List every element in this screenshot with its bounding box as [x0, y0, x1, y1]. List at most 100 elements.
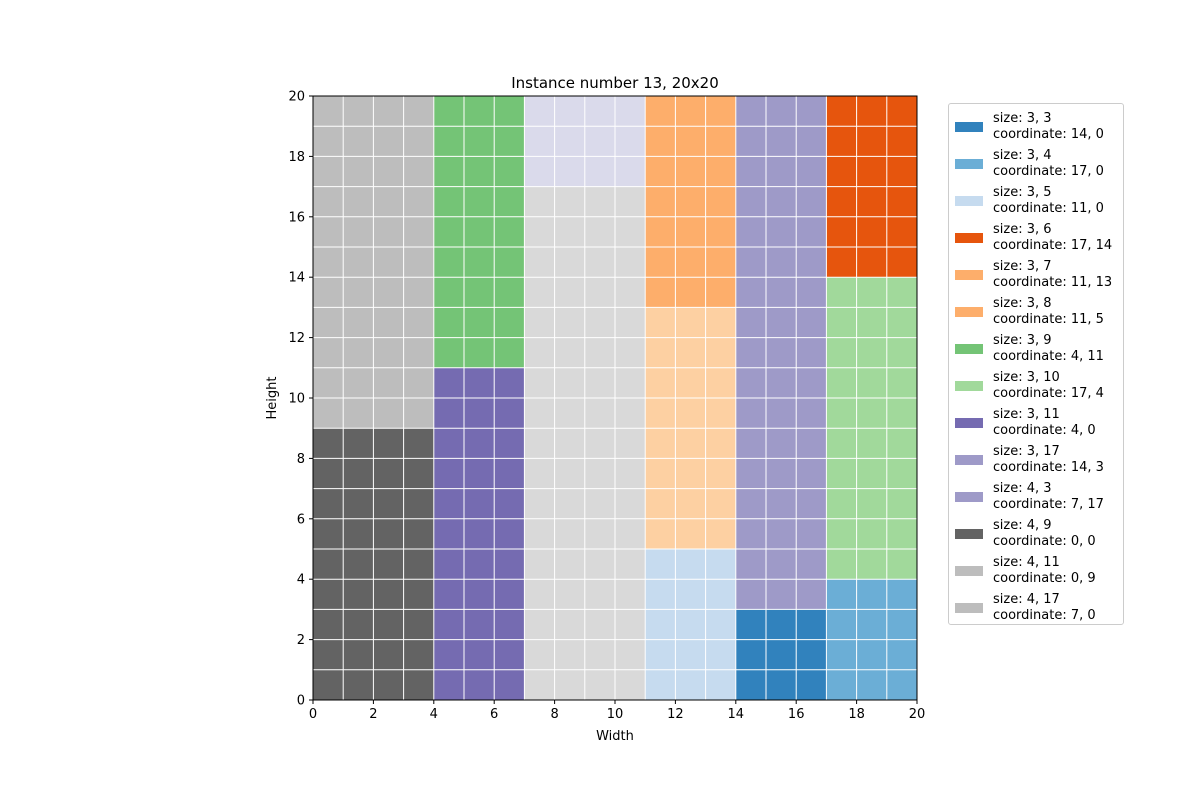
chart-title: Instance number 13, 20x20: [511, 74, 719, 92]
legend-swatch: [955, 529, 983, 539]
legend-size-label: size: 3, 10: [993, 370, 1060, 385]
legend-swatch: [955, 418, 983, 428]
legend-coordinate-label: coordinate: 14, 3: [993, 459, 1104, 475]
legend-text: size: 3, 10 coordinate: 17, 4: [993, 370, 1104, 401]
y-tick-label: 2: [297, 633, 305, 648]
y-tick-label: 6: [297, 512, 305, 527]
legend-item: size: 3, 10 coordinate: 17, 4: [949, 369, 1125, 405]
legend-coordinate-label: coordinate: 11, 5: [993, 311, 1104, 327]
x-tick-label: 16: [788, 707, 805, 722]
legend-text: size: 4, 9 coordinate: 0, 0: [993, 518, 1096, 549]
legend-coordinate-label: coordinate: 0, 9: [993, 570, 1096, 586]
legend-text: size: 3, 11 coordinate: 4, 0: [993, 407, 1096, 438]
legend-item: size: 3, 5 coordinate: 11, 0: [949, 184, 1125, 220]
legend-swatch: [955, 270, 983, 280]
legend-text: size: 3, 17 coordinate: 14, 3: [993, 444, 1104, 475]
legend-item: size: 4, 9 coordinate: 0, 0: [949, 517, 1125, 553]
legend-swatch: [955, 381, 983, 391]
x-tick-label: 18: [848, 707, 865, 722]
rectangle-9: [433, 367, 525, 700]
x-tick-label: 14: [728, 707, 745, 722]
legend-size-label: size: 3, 9: [993, 333, 1052, 348]
x-tick-label: 20: [909, 707, 926, 722]
legend-coordinate-label: coordinate: 14, 0: [993, 126, 1104, 142]
legend-text: size: 3, 8 coordinate: 11, 5: [993, 296, 1104, 327]
y-tick-label: 4: [297, 573, 305, 588]
legend-coordinate-label: coordinate: 7, 0: [993, 607, 1096, 623]
legend-text: size: 4, 11 coordinate: 0, 9: [993, 555, 1096, 586]
legend-size-label: size: 3, 11: [993, 407, 1060, 422]
y-axis-label: Height: [265, 377, 280, 420]
legend-size-label: size: 3, 8: [993, 296, 1052, 311]
legend-swatch: [955, 455, 983, 465]
x-tick-label: 4: [430, 707, 438, 722]
legend-swatch: [955, 122, 983, 132]
y-tick-label: 20: [288, 90, 305, 105]
legend-item: size: 4, 11 coordinate: 0, 9: [949, 554, 1125, 590]
legend-item: size: 3, 8 coordinate: 11, 5: [949, 295, 1125, 331]
legend-item: size: 4, 17 coordinate: 7, 0: [949, 591, 1125, 627]
legend-item: size: 3, 7 coordinate: 11, 13: [949, 258, 1125, 294]
y-tick-label: 8: [297, 452, 305, 467]
legend-size-label: size: 4, 9: [993, 518, 1052, 533]
legend-swatch: [955, 196, 983, 206]
legend-text: size: 3, 5 coordinate: 11, 0: [993, 185, 1104, 216]
legend-item: size: 3, 4 coordinate: 17, 0: [949, 147, 1125, 183]
legend-coordinate-label: coordinate: 17, 14: [993, 237, 1113, 253]
x-axis-ticks: 0 2 4 6 8 10 12 14 16 18 20: [309, 700, 925, 722]
legend-text: size: 4, 3 coordinate: 7, 17: [993, 481, 1104, 512]
y-tick-label: 16: [288, 210, 305, 225]
y-axis-ticks: 0 2 4 6 8 10 12 14 16 18 20: [288, 90, 313, 709]
legend-swatch: [955, 566, 983, 576]
legend-size-label: size: 3, 7: [993, 259, 1052, 274]
x-tick-label: 12: [667, 707, 684, 722]
rectangle-3: [645, 549, 736, 700]
legend-size-label: size: 3, 5: [993, 185, 1052, 200]
x-tick-label: 2: [369, 707, 377, 722]
legend-size-label: size: 3, 4: [993, 148, 1052, 163]
rectangle-7: [433, 96, 525, 368]
legend-item: size: 3, 6 coordinate: 17, 14: [949, 221, 1125, 257]
y-tick-label: 10: [288, 392, 305, 407]
grid-layer: [313, 96, 917, 700]
legend-text: size: 3, 4 coordinate: 17, 0: [993, 148, 1104, 179]
legend-coordinate-label: coordinate: 11, 13: [993, 274, 1113, 290]
legend-size-label: size: 4, 11: [993, 555, 1060, 570]
x-tick-label: 10: [607, 707, 624, 722]
legend-swatch: [955, 307, 983, 317]
legend-coordinate-label: coordinate: 0, 0: [993, 533, 1096, 549]
legend-size-label: size: 4, 3: [993, 481, 1052, 496]
legend-swatch: [955, 492, 983, 502]
y-tick-label: 0: [297, 694, 305, 709]
legend-swatch: [955, 603, 983, 613]
legend-coordinate-label: coordinate: 17, 0: [993, 163, 1104, 179]
legend-size-label: size: 4, 17: [993, 592, 1060, 607]
legend-item: size: 3, 11 coordinate: 4, 0: [949, 406, 1125, 442]
legend-size-label: size: 3, 3: [993, 111, 1052, 126]
legend-size-label: size: 3, 17: [993, 444, 1060, 459]
x-tick-label: 0: [309, 707, 317, 722]
y-tick-label: 12: [288, 331, 305, 346]
legend-item: size: 3, 9 coordinate: 4, 11: [949, 332, 1125, 368]
legend-text: size: 3, 6 coordinate: 17, 14: [993, 222, 1112, 253]
legend-coordinate-label: coordinate: 17, 4: [993, 385, 1104, 401]
legend-text: size: 3, 7 coordinate: 11, 13: [993, 259, 1112, 290]
legend-coordinate-label: coordinate: 4, 0: [993, 422, 1096, 438]
rectangle-1: [735, 609, 827, 700]
legend-coordinate-label: coordinate: 7, 17: [993, 496, 1104, 512]
y-tick-label: 14: [288, 271, 305, 286]
legend-text: size: 3, 9 coordinate: 4, 11: [993, 333, 1104, 364]
legend-size-label: size: 3, 6: [993, 222, 1052, 237]
rectangle-5: [645, 96, 736, 308]
legend-item: size: 3, 17 coordinate: 14, 3: [949, 443, 1125, 479]
x-tick-label: 6: [490, 707, 498, 722]
legend-text: size: 3, 3 coordinate: 14, 0: [993, 111, 1104, 142]
legend-swatch: [955, 344, 983, 354]
y-tick-label: 18: [288, 150, 305, 165]
legend: size: 3, 3 coordinate: 14, 0 size: 3, 4 coo…: [948, 103, 1124, 625]
legend-swatch: [955, 233, 983, 243]
legend-text: size: 4, 17 coordinate: 7, 0: [993, 592, 1096, 623]
rectangle-10: [735, 96, 827, 610]
legend-item: size: 4, 3 coordinate: 7, 17: [949, 480, 1125, 516]
